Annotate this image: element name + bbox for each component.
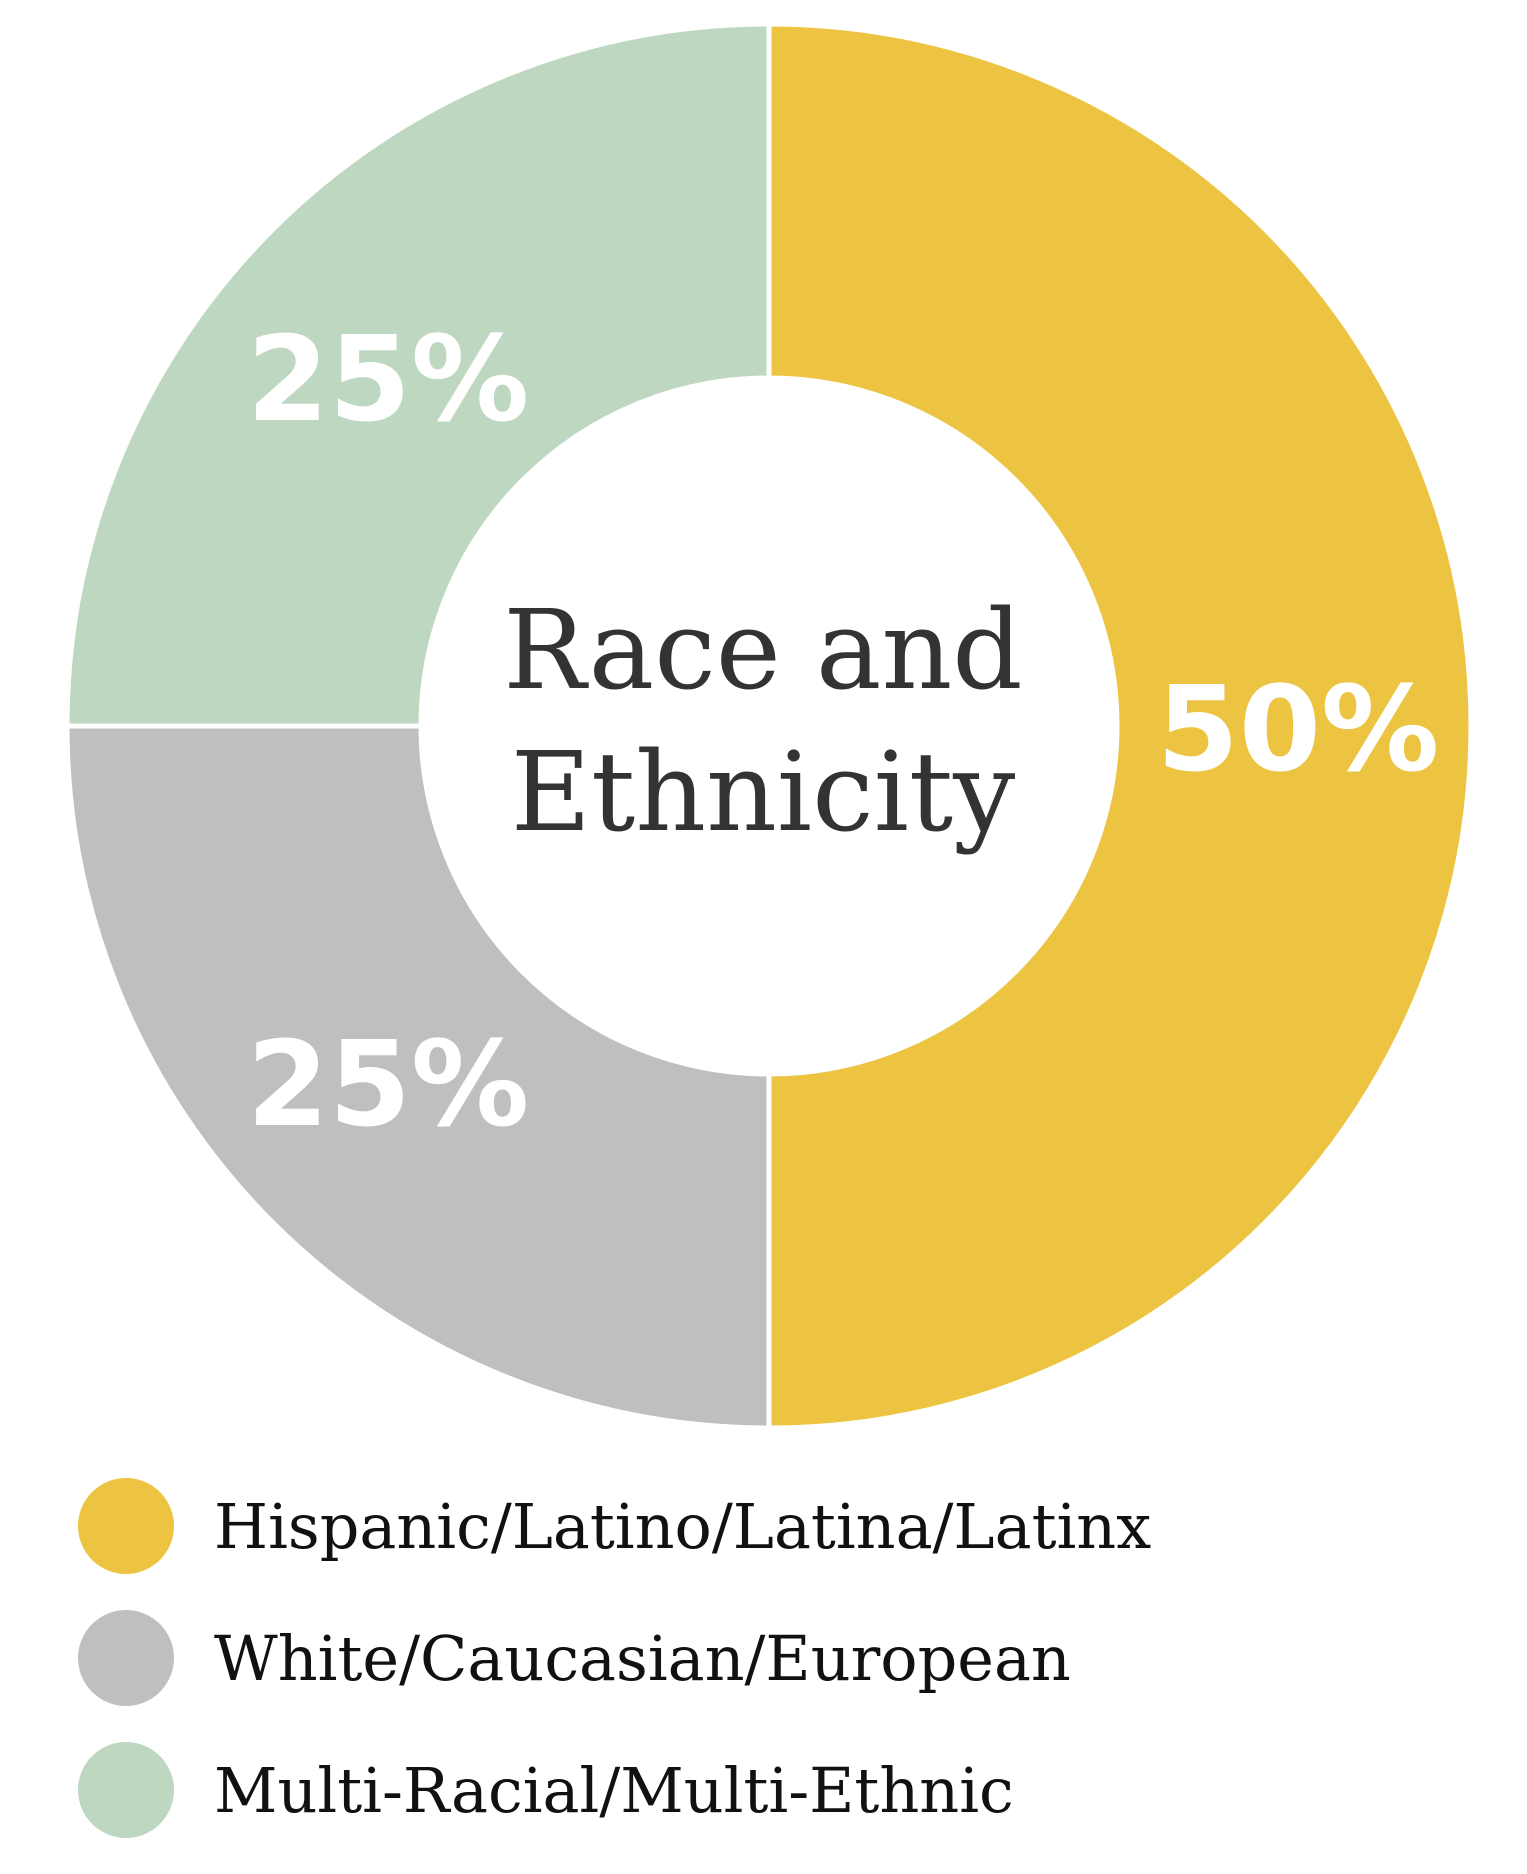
donut-slices — [64, 21, 1474, 1431]
slice-value-label-0: 50% — [1157, 660, 1439, 798]
slice-labels: 50% 25% 25% — [247, 310, 1439, 1153]
legend-item-hispanic: Hispanic/Latino/Latina/Latinx — [78, 1478, 1498, 1574]
donut-slice-1 — [64, 723, 772, 1431]
donut-slice-2 — [64, 21, 772, 729]
slice-value-label-1: 25% — [247, 1015, 529, 1153]
legend-label: White/Caucasian/European — [214, 1621, 1071, 1695]
legend-item-multi-racial: Multi-Racial/Multi-Ethnic — [78, 1742, 1498, 1838]
donut-slice-0 — [766, 21, 1474, 1431]
legend-swatch — [78, 1742, 174, 1838]
legend-item-white: White/Caucasian/European — [78, 1610, 1498, 1706]
center-label-line-1: Race and — [503, 586, 1022, 714]
slice-value-label-2: 25% — [247, 310, 529, 448]
legend-swatch — [78, 1478, 174, 1574]
donut-chart: 50% 25% 25% Race and Ethnicity — [64, 21, 1474, 1431]
legend-label: Multi-Racial/Multi-Ethnic — [214, 1753, 1014, 1827]
legend-label: Hispanic/Latino/Latina/Latinx — [214, 1489, 1152, 1563]
center-label: Race and Ethnicity — [503, 586, 1022, 856]
center-label-line-2: Ethnicity — [511, 728, 1016, 856]
legend-swatch — [78, 1610, 174, 1706]
legend: Hispanic/Latino/Latina/Latinx White/Cauc… — [78, 1478, 1498, 1874]
